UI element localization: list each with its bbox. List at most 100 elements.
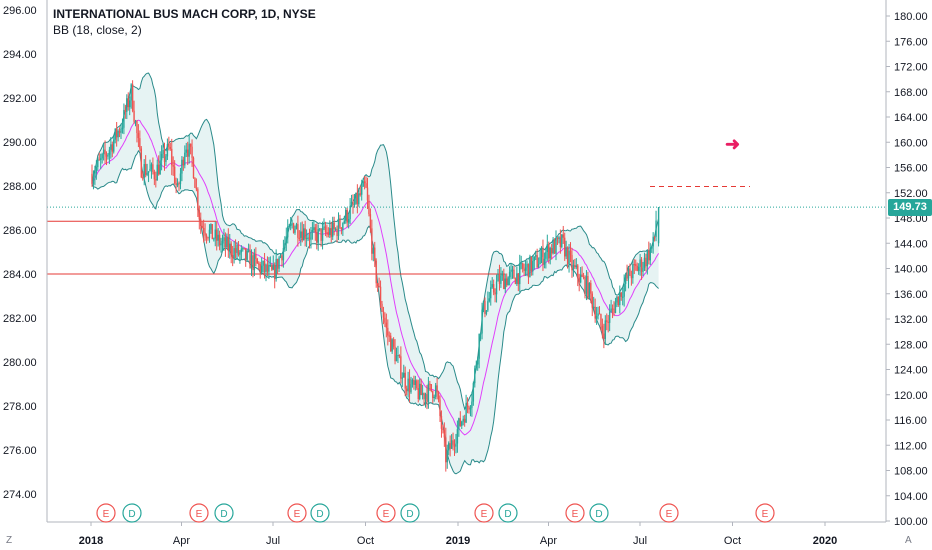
candle-body [213,238,215,240]
event-label: D [128,509,135,520]
x-tick-label: 2020 [813,535,837,547]
candle-body [643,257,646,268]
candle-body [211,224,214,240]
candle-body [506,278,508,286]
candle-body [553,240,556,254]
candle-body [562,234,564,238]
candle-body [195,187,198,190]
candle-body [490,287,492,299]
candle-body [231,255,234,259]
event-label: D [316,509,323,520]
candle-body [371,228,373,254]
candle-body [247,250,250,252]
candle-body [578,277,580,283]
candle-body [269,265,272,267]
left-tick-label: 276.00 [3,445,37,457]
candle-body [259,264,261,273]
candle-body [452,440,454,445]
event-label: D [504,509,511,520]
x-tick-label: 2018 [79,535,103,547]
right-tick-label: 108.00 [894,466,928,478]
candle-body [574,264,576,268]
candle-body [617,296,620,306]
event-label: E [196,509,203,520]
candle-body [300,231,302,238]
indicator-legend[interactable]: BB (18, close, 2) [53,23,142,37]
candle-body [388,335,390,337]
candle-body [101,153,103,159]
candle-body [411,379,414,385]
candle-body [189,143,192,147]
candle-body [250,255,253,269]
candle-body [477,358,479,365]
candle-body [343,220,346,224]
candle-body [519,263,521,285]
candle-body [379,286,382,304]
candle-body [376,283,379,287]
candle-body [245,248,247,260]
candle-body [657,207,660,244]
candle-body [594,306,596,319]
candle-body [340,227,343,230]
candle-body [510,269,512,272]
candle-body [313,227,315,230]
candle-body [363,181,366,184]
dividend-marker [498,503,518,523]
candle-body [281,255,283,261]
right-tick-label: 160.00 [894,137,928,149]
dividend-marker [589,503,609,523]
candle-body [111,144,114,152]
auto-scale-button[interactable]: A [905,535,912,546]
candle-body [311,229,314,232]
candle-body [246,250,248,260]
candle-body [118,130,121,133]
candle-body [350,201,353,206]
candle-body [194,178,196,188]
candle-body [279,255,282,258]
candle-body [482,301,485,310]
candle-body [249,250,251,269]
candle-body [436,385,438,393]
right-tick-label: 124.00 [894,365,928,377]
candle-body [517,273,520,285]
candle-body [329,228,331,235]
candle-body [492,284,495,293]
candle-body [585,276,588,294]
candle-body [133,110,135,122]
candle-body [540,248,543,258]
candle-body [120,128,122,133]
candle-body [104,149,106,155]
candle-body [484,301,486,314]
axes: 296.00 294.00 292.00 290.00 288.00 286.00 284.… [3,0,928,547]
right-tick-label: 180.00 [894,11,928,23]
candle-body [252,255,254,271]
candle-body [265,264,267,272]
candle-body [372,247,375,254]
candle-body [381,303,383,312]
candle-body [237,245,240,255]
symbol-title[interactable]: INTERNATIONAL BUS MACH CORP, 1D, NYSE [53,7,316,21]
candle-body [420,383,422,396]
candle-body [324,226,327,233]
timezone-button[interactable]: Z [6,535,13,546]
candle-body [224,237,227,248]
candle-body [333,222,335,229]
candle-body [593,306,595,308]
candle-body [115,128,118,138]
candle-body [375,260,377,284]
candle-body [651,246,653,249]
candle-body [105,154,108,157]
right-tick-label: 100.00 [894,516,928,528]
candle-body [298,237,301,239]
candle-body [579,274,582,283]
right-tick-label: 156.00 [894,163,928,175]
candle-body [353,203,356,205]
candle-body [198,210,201,220]
candle-body [102,149,105,154]
candle-body [192,157,195,179]
candle-body [620,292,622,297]
candle-body [392,339,395,347]
candle-body [326,232,328,234]
candle-body [610,308,612,312]
